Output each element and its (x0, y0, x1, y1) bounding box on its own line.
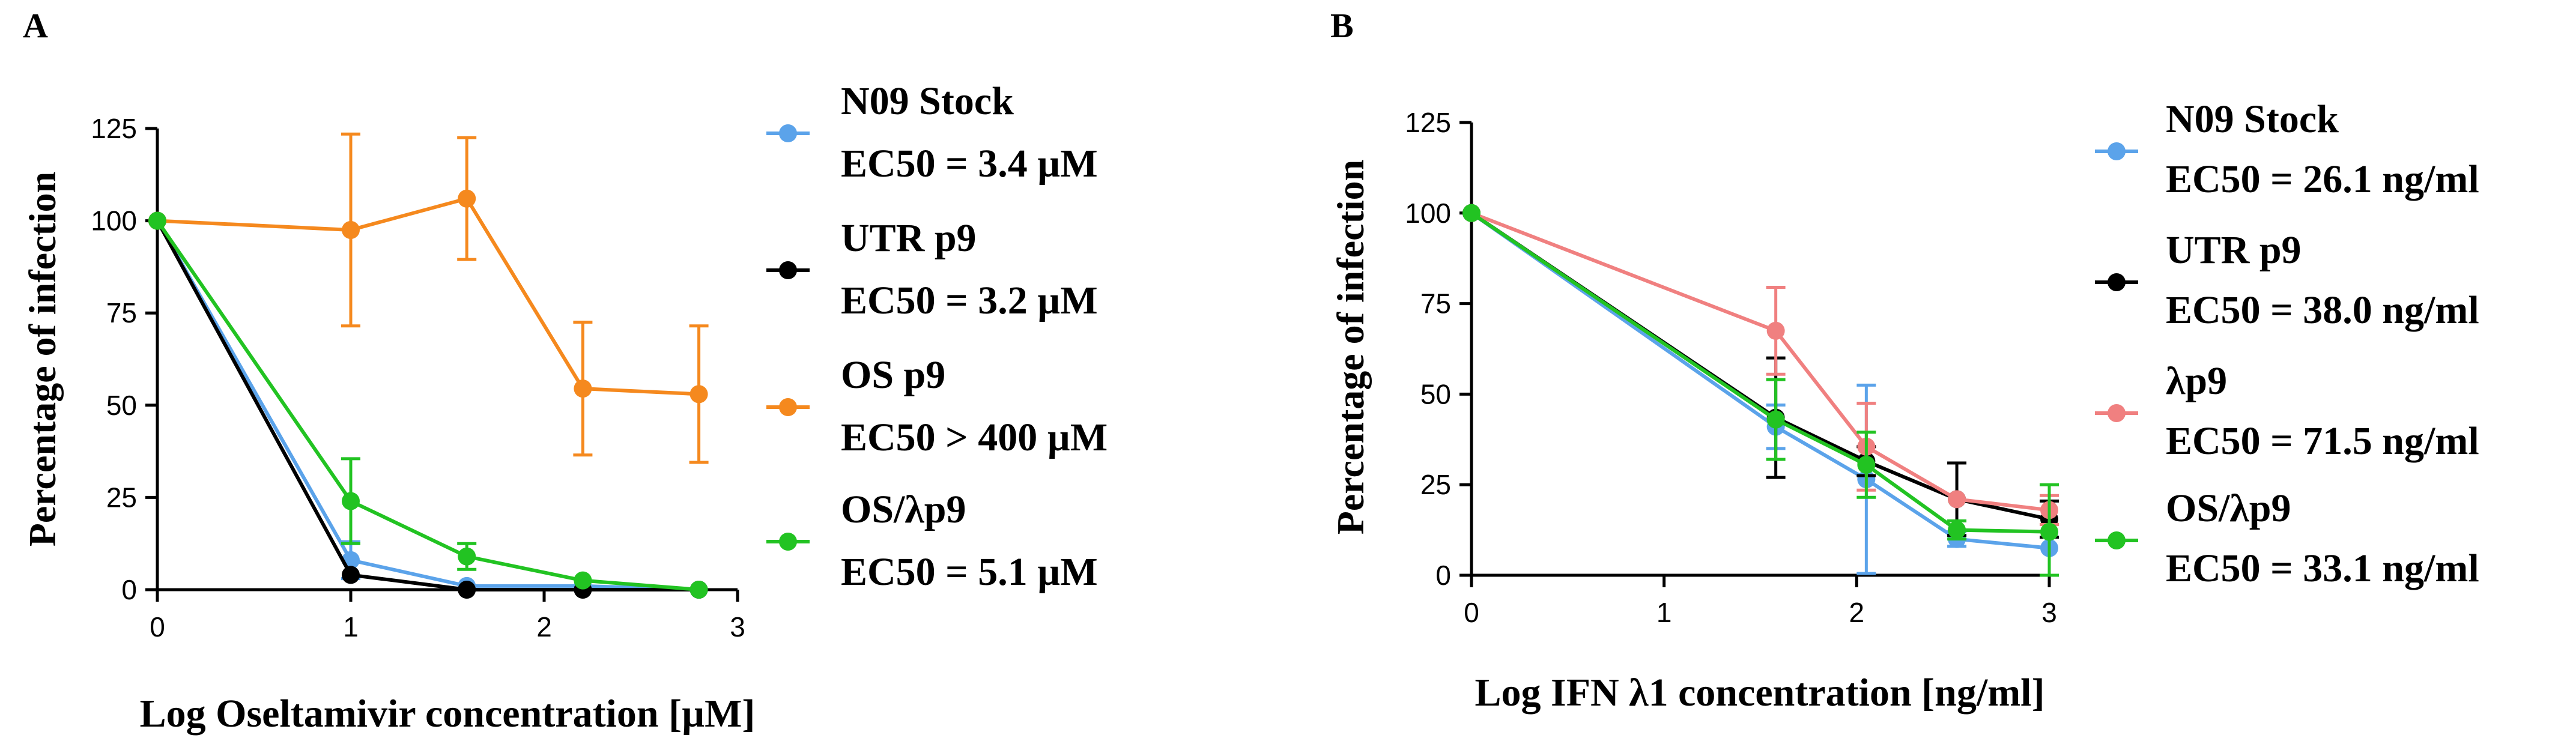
legend-name: N09 Stock (2166, 97, 2339, 141)
legend-marker (2108, 273, 2126, 291)
y-tick-label: 125 (1405, 107, 1451, 138)
x-tick-label: 1 (343, 611, 359, 643)
legend-ec50: EC50 = 33.1 ng/ml (2166, 546, 2479, 590)
legend-entry-4: OS/λp9 EC50 = 33.1 ng/ml (2095, 486, 2479, 590)
legend-ec50: EC50 > 400 µM (841, 416, 1108, 459)
data-point (689, 581, 708, 599)
y-tick-label: 100 (1405, 198, 1451, 229)
legend-name: N09 Stock (841, 79, 1014, 123)
legend-entry-4: OS/λp9 EC50 = 5.1 µM (766, 488, 1098, 594)
data-point (342, 492, 360, 510)
y-tick-label: 100 (91, 205, 137, 237)
x-axis-title: Log Oseltamivir concentration [µM] (140, 692, 756, 736)
y-tick-label: 50 (106, 390, 137, 421)
chart-panel-A: A 0 25 50 75 100 125 0 1 2 3 Percentage of infectio… (21, 6, 1108, 736)
y-tick-label: 75 (1420, 288, 1451, 319)
panel-label: B (1330, 6, 1354, 45)
data-point (1766, 321, 1785, 340)
legend-ec50: EC50 = 26.1 ng/ml (2166, 157, 2479, 201)
legend-marker (779, 533, 797, 551)
legend-marker (779, 261, 797, 279)
x-tick-label: 3 (2041, 597, 2057, 628)
data-point (689, 385, 708, 404)
data-point (458, 581, 476, 599)
y-axis-title: Percentage of infection (1329, 160, 1372, 534)
series-line (1470, 211, 2050, 512)
data-point (148, 211, 166, 230)
x-tick-label: 0 (150, 611, 165, 643)
legend-marker (2108, 404, 2126, 422)
legend-name: λp9 (2166, 359, 2227, 403)
data-point (2040, 522, 2058, 541)
series-4 (148, 211, 708, 599)
legend-name: OS/λp9 (841, 488, 966, 531)
series-line (156, 220, 699, 591)
data-point (458, 547, 476, 566)
legend-entry-1: N09 Stock EC50 = 26.1 ng/ml (2095, 97, 2479, 201)
y-tick-label: 75 (106, 297, 137, 328)
series-line (1470, 211, 2050, 534)
data-point (1948, 490, 1966, 509)
legend-entry-3: OS p9 EC50 > 400 µM (766, 353, 1108, 459)
data-point (1462, 204, 1480, 222)
x-tick-label: 2 (536, 611, 552, 643)
x-tick-label: 0 (1464, 597, 1479, 628)
series-3 (148, 132, 709, 464)
x-tick-label: 2 (1849, 597, 1865, 628)
legend-entry-2: UTR p9 EC50 = 38.0 ng/ml (2095, 228, 2479, 332)
legend-marker (2108, 142, 2126, 160)
series-1 (1462, 204, 2058, 575)
legend-name: OS p9 (841, 353, 945, 397)
y-tick-label: 25 (106, 482, 137, 513)
legend-entry-2: UTR p9 EC50 = 3.2 µM (766, 216, 1098, 322)
y-tick-label: 0 (121, 574, 137, 605)
series-3 (1462, 204, 2059, 527)
data-point (1948, 521, 1966, 539)
series-2 (148, 211, 708, 599)
legend-ec50: EC50 = 3.4 µM (841, 142, 1098, 186)
series-line (156, 220, 699, 591)
legend-name: UTR p9 (2166, 228, 2302, 272)
legend-ec50: EC50 = 38.0 ng/ml (2166, 288, 2479, 332)
legend-marker (779, 398, 797, 416)
legend-entry-3: λp9 EC50 = 71.5 ng/ml (2095, 359, 2479, 463)
series-2 (1462, 204, 2059, 539)
data-point (342, 566, 360, 584)
legend-name: OS/λp9 (2166, 486, 2291, 530)
x-tick-label: 3 (730, 611, 745, 643)
legend-marker (2108, 531, 2126, 549)
x-axis-title: Log IFN λ1 concentration [ng/ml] (1474, 671, 2044, 715)
y-tick-label: 0 (1435, 560, 1451, 591)
data-point (458, 189, 476, 208)
panel-label: A (23, 6, 48, 45)
chart-panel-B: B 0 25 50 75 100 125 0 1 2 3 Percentage of infectio… (1329, 6, 2479, 715)
y-axis-title: Percentage of infection (21, 172, 64, 546)
y-tick-label: 25 (1420, 469, 1451, 500)
legend-ec50: EC50 = 5.1 µM (841, 550, 1098, 594)
series-line (1470, 211, 2050, 521)
series-line (156, 219, 699, 591)
legend-entry-1: N09 Stock EC50 = 3.4 µM (766, 79, 1098, 186)
x-tick-label: 1 (1656, 597, 1672, 628)
data-point (1766, 410, 1785, 429)
data-point (1857, 456, 1876, 474)
legend-name: UTR p9 (841, 216, 977, 260)
data-point (574, 571, 592, 590)
legend-marker (779, 124, 797, 142)
series-1 (148, 211, 708, 599)
data-point (574, 380, 592, 398)
series-4 (1462, 204, 2059, 577)
y-tick-label: 50 (1420, 378, 1451, 410)
legend-ec50: EC50 = 71.5 ng/ml (2166, 419, 2479, 463)
legend-ec50: EC50 = 3.2 µM (841, 279, 1098, 322)
y-tick-label: 125 (91, 113, 137, 144)
data-point (342, 220, 360, 239)
